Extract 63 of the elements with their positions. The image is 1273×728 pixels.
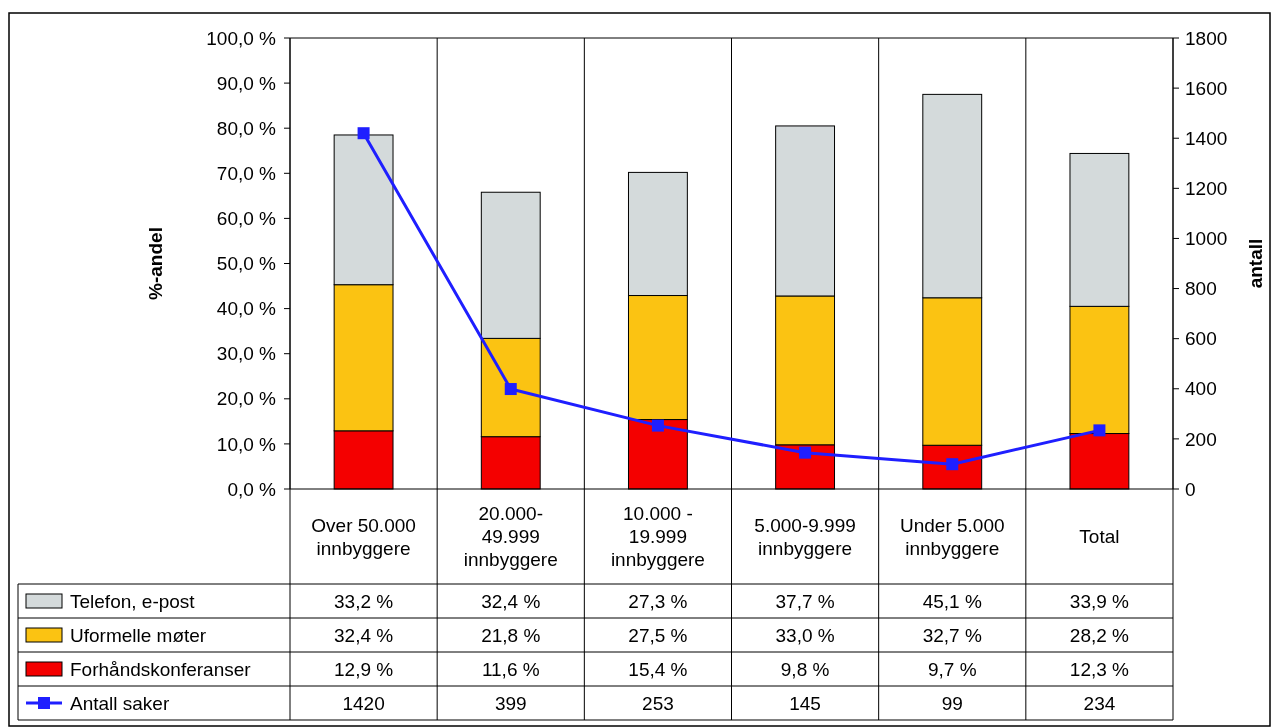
data-label: 234 [1083,692,1116,714]
data-label: 9,7 % [927,658,977,680]
point [504,383,517,396]
data-label: 28,2 % [1069,624,1130,646]
y2-tick-label: 0 [1185,478,1196,500]
y2-tick-label: 800 [1185,278,1217,300]
data-label: 9,8 % [780,658,830,680]
y2-axis-title: antall [1245,238,1266,289]
y-axis-title: %-andel [145,227,166,300]
point [946,458,959,471]
y-tick-label: 100,0 % [206,27,277,49]
data-label: 32,4 % [334,624,394,646]
data-label: 12,3 % [1069,658,1130,680]
y-tick-label: 0,0 % [227,478,277,500]
y-tick-label: 40,0 % [216,298,277,320]
data-label: 399 [494,692,527,714]
point [1093,424,1106,437]
data-label: 33,9 % [1069,590,1130,612]
data-label: 11,6 % [481,658,540,680]
data-label: 33,2 % [334,590,394,612]
point [799,446,812,459]
x-tick-label: 5.000-9.999 innbyggere [754,514,856,559]
x-tick-label: Total [1079,526,1120,548]
y2-tick-label: 1600 [1185,77,1228,99]
data-label: 12,9 % [334,658,394,680]
data-label: 33,0 % [775,624,835,646]
data-label: 15,4 % [628,658,688,680]
y-tick-label: 70,0 % [216,162,277,184]
legend-label: Forhåndskonferanser [70,658,252,680]
y-tick-label: 20,0 % [216,388,277,410]
legend-label: Antall saker [70,692,170,714]
y-tick-label: 90,0 % [216,72,277,94]
y2-tick-label: 200 [1185,428,1217,450]
data-label: 253 [642,692,674,714]
y-tick-label: 10,0 % [216,433,277,455]
x-tick-label: Over 50.000 innbyggere [311,514,416,559]
y2-tick-label: 1800 [1185,27,1228,49]
y2-tick-label: 1400 [1185,127,1228,149]
legend-label: Uformelle møter [70,624,207,646]
data-label: 27,5 % [628,624,688,646]
data-label: 145 [789,692,821,714]
data-label: 27,3 % [628,590,688,612]
y2-tick-label: 400 [1185,378,1217,400]
x-tick-label: 10.000 - 19.999 innbyggere [610,503,705,571]
y2-tick-label: 1000 [1185,228,1228,250]
point [651,419,664,432]
data-label: 32,7 % [922,624,982,646]
legend-label: Telefon, e-post [70,590,196,612]
y-tick-label: 80,0 % [216,117,277,139]
data-label: 21,8 % [481,624,541,646]
y-tick-label: 50,0 % [216,253,277,275]
data-label: 99 [941,692,963,714]
data-label: 45,1 % [922,590,982,612]
y-tick-label: 30,0 % [216,343,277,365]
y2-tick-label: 1200 [1185,177,1228,199]
x-tick-label: 20.000- 49.999 innbyggere [463,503,558,571]
y-tick-label: 60,0 % [216,208,277,230]
point [357,127,370,140]
x-tick-label: Under 5.000 innbyggere [899,514,1005,559]
data-label: 37,7 % [775,590,835,612]
data-label: 1420 [342,692,385,714]
y2-tick-label: 600 [1185,328,1217,350]
data-label: 32,4 % [481,590,541,612]
